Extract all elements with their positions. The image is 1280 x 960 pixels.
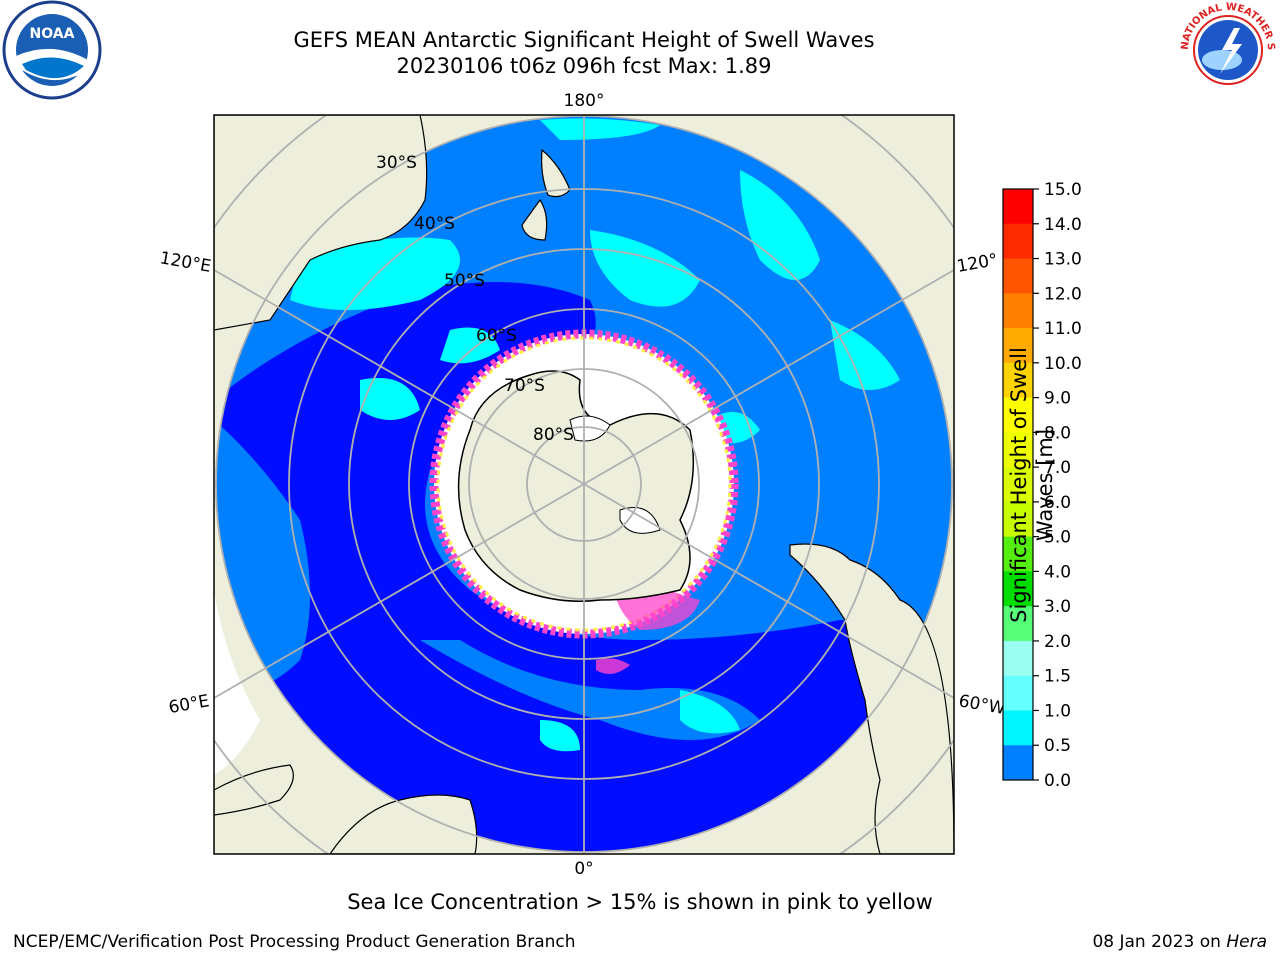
lat-label-70s: 70°S — [504, 376, 545, 396]
africa — [329, 794, 478, 854]
lon-label-180: 180° — [564, 91, 605, 111]
colorbar-tick-label: 15.0 — [1044, 180, 1082, 200]
colorbar-cell — [1003, 640, 1033, 677]
swell-cyan-6 — [440, 327, 500, 364]
colorbar-label-line2: Waves [m] — [1033, 428, 1057, 542]
colorbar-tick-label: 13.0 — [1044, 250, 1082, 270]
colorbar-tick-label: 5.0 — [1044, 528, 1071, 548]
colorbar-tick-label: 3.0 — [1044, 597, 1071, 617]
colorbar-label-line1: Significant Height of Swell — [1007, 347, 1031, 623]
colorbar-cell — [1003, 397, 1033, 433]
nws-logo: NATIONAL WEATHER SERVICE — [1172, 0, 1280, 108]
australia — [214, 115, 428, 331]
colorbar-cell — [1003, 432, 1033, 468]
swell-cyan-8 — [680, 690, 740, 734]
colorbar-cell — [1003, 223, 1033, 260]
new-zealand — [521, 148, 571, 241]
lat-label-50s: 50°S — [444, 271, 485, 291]
footer-date-text: 08 Jan 2023 on — [1092, 932, 1227, 952]
swell-cyan-3 — [740, 170, 820, 280]
footer-credit: NCEP/EMC/Verification Post Processing Pr… — [13, 932, 576, 952]
swell-cyan-2 — [590, 230, 700, 307]
colorbar-cell — [1003, 710, 1033, 746]
colorbar-tick-label: 1.0 — [1044, 701, 1071, 721]
colorbar-cell — [1003, 189, 1033, 225]
lon-label-0: 0° — [574, 859, 593, 879]
colorbar-cell — [1003, 293, 1033, 329]
swell-cyan-7 — [360, 378, 420, 420]
colorbar-cell — [1003, 675, 1033, 711]
colorbar-cell — [1003, 328, 1033, 364]
colorbar-tick-label: 14.0 — [1044, 215, 1082, 235]
colorbar-tick-label: 1.5 — [1044, 667, 1071, 687]
sea-ice-caption: Sea Ice Concentration > 15% is shown in … — [347, 890, 933, 914]
map-title: GEFS MEAN Antarctic Significant Height o… — [293, 28, 875, 52]
swell-cyan-5 — [540, 118, 660, 140]
colorbar-label: Significant Height of Swell Waves [m] — [1006, 335, 1058, 635]
colorbar-cell — [1003, 745, 1033, 781]
lat-label-40s: 40°S — [414, 214, 455, 234]
svg-text:NOAA: NOAA — [30, 26, 75, 42]
swell-mid-east — [650, 230, 952, 560]
colorbar-cell — [1003, 501, 1033, 538]
colorbar-cell — [1003, 467, 1033, 503]
swell-cyan-9 — [540, 720, 580, 752]
swell-class-0-05 — [216, 282, 952, 852]
lat-label-60s: 60°S — [476, 326, 517, 346]
swell-mid-south — [420, 640, 760, 740]
colorbar-tick-label: 6.0 — [1044, 493, 1071, 513]
south-america — [789, 543, 954, 854]
colorbar-ticks: 15.0 14.0 13.0 12.0 11.0 10.0 9.0 8.0 7.0 6.0 5.0 4… — [1033, 180, 1082, 791]
colorbar-tick-label: 7.0 — [1044, 458, 1071, 478]
swell-cyan-4 — [830, 320, 900, 390]
swell-cyan-1 — [290, 237, 460, 310]
footer-date: 08 Jan 2023 on Hera — [1092, 932, 1267, 952]
colorbar-frame — [1002, 188, 1034, 781]
map-subtitle: 20230106 t06z 096h fcst Max: 1.89 — [396, 54, 772, 78]
outside-data-area — [214, 590, 260, 775]
colorbar-tick-label: 12.0 — [1044, 284, 1082, 304]
footer-machine: Hera — [1226, 932, 1267, 952]
lat-label-30s: 30°S — [376, 153, 417, 173]
colorbar-tick-label: 11.0 — [1044, 319, 1082, 339]
colorbar-cell — [1003, 571, 1033, 607]
colorbar-cell — [1003, 606, 1033, 642]
sea-ice-patch — [596, 658, 630, 674]
colorbar-tick-label: 8.0 — [1044, 423, 1071, 443]
colorbar-cell — [1003, 362, 1033, 399]
antarctica — [457, 370, 695, 602]
colorbar-tick-label: 0.0 — [1044, 771, 1071, 791]
colorbar-cells — [1003, 189, 1033, 781]
colorbar-cell — [1003, 258, 1033, 294]
colorbar-cell — [1003, 536, 1033, 572]
colorbar-tick-label: 0.5 — [1044, 736, 1071, 756]
map-frame — [213, 114, 955, 855]
colorbar-tick-label: 2.0 — [1044, 632, 1071, 652]
graticule — [214, 115, 954, 854]
colorbar-tick-label: 9.0 — [1044, 389, 1071, 409]
colorbar-tick-label: 10.0 — [1044, 354, 1082, 374]
lat-label-80s: 80°S — [533, 425, 574, 445]
colorbar-tick-label: 4.0 — [1044, 562, 1071, 582]
noaa-logo: NOAA — [0, 0, 104, 108]
